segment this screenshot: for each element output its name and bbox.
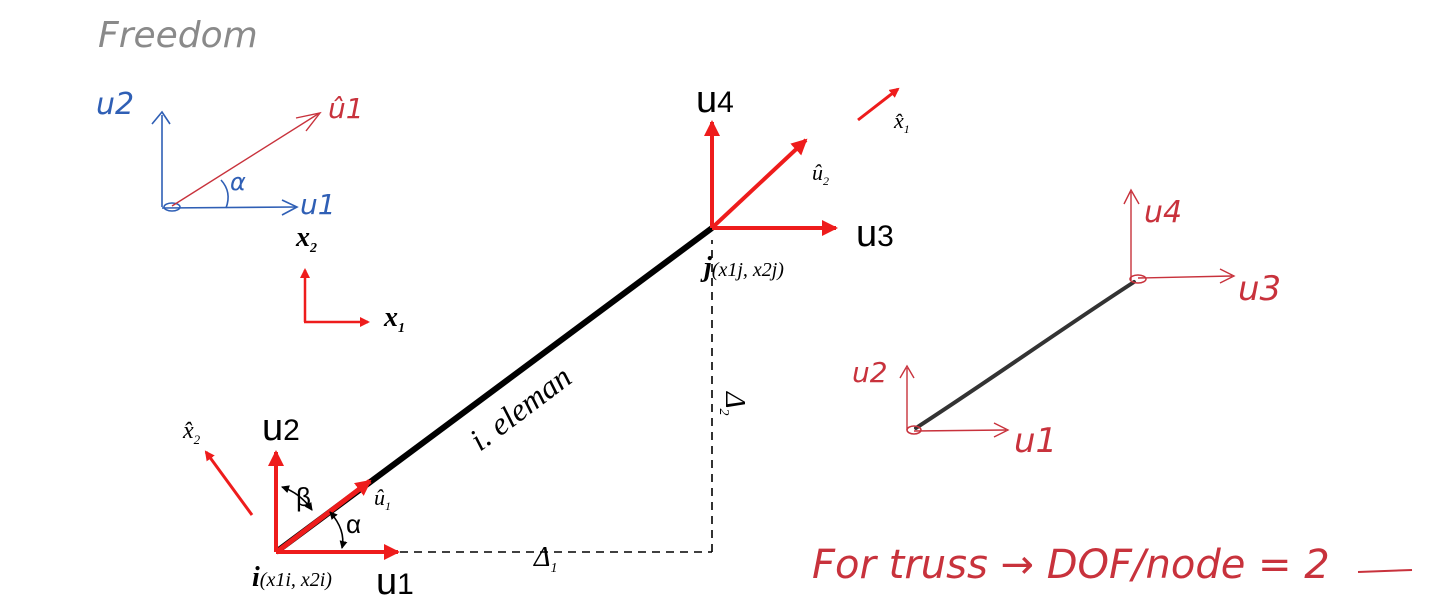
local-x1-hat-arrow [857, 87, 900, 122]
local-u1-hat-arrow [276, 479, 372, 553]
sketch-u1-hat-arrowhead [295, 111, 322, 132]
node-i-label: i(x1i, x2i) [252, 562, 332, 593]
dof-per-node-note: For truss → DOF/node = 2 [812, 542, 1330, 588]
sketch-u1-arrowhead [281, 199, 299, 216]
offset-dimensions: Δ1 Δ2 [400, 240, 750, 576]
truss-element: i. eleman [274, 225, 714, 555]
local-x2-hat-arrow [204, 450, 254, 516]
local-x1-hat-label: x̂1 [893, 108, 910, 136]
right-node-j [1129, 274, 1147, 284]
sketch-u2-label: u2 [96, 87, 134, 122]
dof-u1-label: u1 [376, 561, 414, 603]
right-member [914, 280, 1136, 430]
sketch-u1-axis [161, 206, 297, 209]
global-axes: x2 x1 [295, 222, 405, 336]
local-x2-hat-label: x̂2 [182, 418, 201, 447]
sketch-u2-arrowhead [151, 110, 171, 125]
node-j: u4 u3 û2 x̂1 j(x1j, x2j) [696, 79, 910, 283]
local-u2-hat-arrow [712, 138, 808, 228]
right-u3-label: u3 [1238, 269, 1281, 309]
alpha-arc [329, 511, 348, 549]
freedom-title: Freedom [98, 15, 258, 56]
right-u4-label: u4 [1144, 195, 1182, 230]
sketch-alpha-label: α [230, 168, 246, 196]
beta-label: β [296, 482, 311, 512]
node-i: β α u2 u1 û1 x̂2 i(x1i, x2i) [182, 407, 414, 603]
axis-x1-label: x1 [383, 302, 405, 336]
sketch-right: u4 u3 u2 u1 [852, 188, 1281, 461]
alpha-label: α [346, 509, 361, 539]
sketch-node [163, 202, 181, 212]
sketch-u1-hat-axis [171, 113, 319, 207]
dof-u2-label: u2 [262, 407, 300, 449]
right-node-i [906, 425, 922, 435]
sketch-alpha-arc [220, 179, 229, 209]
dof-u3-label: u3 [856, 213, 894, 255]
local-u1-hat-label: û1 [374, 485, 391, 513]
delta1-label: Δ1 [533, 542, 557, 576]
sketch-top-left: u2 û1 α u1 [96, 87, 364, 221]
right-u2-label: u2 [852, 356, 888, 389]
local-u2-hat-label: û2 [812, 160, 829, 188]
dof-u4-label: u4 [696, 79, 734, 121]
delta2-label: Δ2 [716, 391, 750, 415]
right-u1-label: u1 [1014, 421, 1057, 461]
beta-arc [281, 485, 313, 511]
sketch-u1-hat-label: û1 [328, 92, 364, 125]
axis-x2-label: x2 [295, 222, 317, 256]
note-underline [1357, 569, 1413, 573]
sketch-u1-label: u1 [300, 188, 336, 221]
